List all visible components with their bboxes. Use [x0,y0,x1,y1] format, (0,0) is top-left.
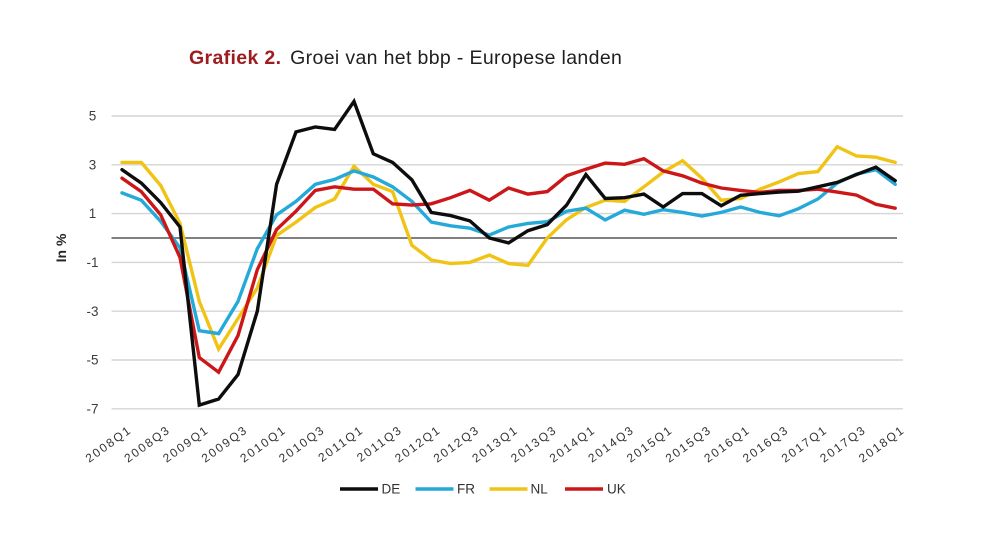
svg-text:DE: DE [382,482,401,497]
svg-text:FR: FR [457,482,475,497]
svg-text:5: 5 [89,109,97,124]
svg-text:1: 1 [89,206,97,221]
svg-text:UK: UK [607,482,626,497]
svg-text:3: 3 [89,157,97,172]
svg-text:-3: -3 [86,304,98,319]
svg-text:NL: NL [531,482,549,497]
svg-text:-5: -5 [86,353,98,368]
svg-text:-7: -7 [86,401,98,416]
svg-text:In %: In % [53,233,69,262]
svg-text:Grafiek 2. Groei van het bbp -: Grafiek 2. Groei van het bbp - Europese … [189,47,622,69]
svg-text:-1: -1 [86,255,98,270]
